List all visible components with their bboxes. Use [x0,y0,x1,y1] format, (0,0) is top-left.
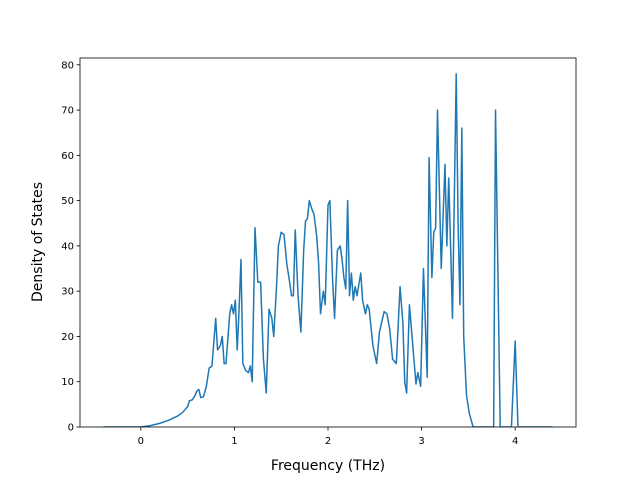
y-tick-label: 0 [68,423,74,434]
y-tick-label: 10 [61,377,74,388]
y-tick-label: 60 [61,151,74,162]
y-axis-label: Density of States [30,182,46,302]
y-tick-label: 50 [61,196,74,207]
x-tick-label: 1 [231,436,237,447]
y-tick-label: 70 [61,106,74,117]
data-line [103,73,553,427]
x-tick-label: 2 [325,436,331,447]
x-tick-label: 0 [138,436,144,447]
axes-frame [79,57,577,428]
y-tick-label: 30 [61,287,74,298]
x-axis-label: Frequency (THz) [271,458,385,474]
y-tick-label: 80 [61,60,74,71]
y-tick-label: 40 [61,241,74,252]
x-tick-label: 3 [418,436,424,447]
y-tick-label: 20 [61,332,74,343]
plot-area [80,58,576,427]
x-tick-label: 4 [512,436,518,447]
